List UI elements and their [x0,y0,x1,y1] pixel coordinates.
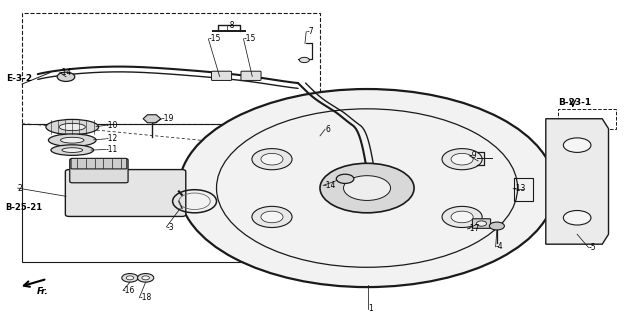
Circle shape [451,153,473,165]
Circle shape [179,89,555,287]
FancyBboxPatch shape [472,219,491,228]
Polygon shape [546,119,609,244]
Circle shape [252,148,292,170]
Circle shape [320,163,414,213]
Circle shape [261,211,283,223]
Text: -4: -4 [495,242,503,251]
Circle shape [344,176,390,200]
Text: Fr.: Fr. [36,286,48,296]
Ellipse shape [51,145,93,156]
Text: 6: 6 [325,125,330,134]
Circle shape [138,274,154,282]
Text: -14: -14 [60,68,72,77]
FancyBboxPatch shape [65,170,186,216]
Circle shape [261,153,283,165]
Circle shape [126,276,134,280]
Circle shape [300,57,309,63]
Circle shape [142,276,149,280]
Circle shape [490,222,504,230]
Circle shape [563,138,591,152]
Ellipse shape [62,148,83,152]
Ellipse shape [59,123,85,131]
Text: 2: 2 [18,184,22,193]
Circle shape [451,211,473,223]
Circle shape [442,206,482,228]
Circle shape [477,221,486,226]
Ellipse shape [49,134,96,147]
Text: -12: -12 [106,134,118,143]
Text: 1: 1 [368,304,373,313]
Bar [22,13,320,124]
Circle shape [57,72,75,81]
Text: -3: -3 [166,222,174,231]
FancyBboxPatch shape [71,158,127,169]
Text: -13: -13 [513,184,525,193]
Text: E-3-2: E-3-2 [6,74,33,83]
Text: -17: -17 [467,225,480,234]
Circle shape [252,206,292,228]
FancyBboxPatch shape [211,71,232,80]
Bar [22,124,276,262]
Circle shape [563,211,591,225]
Text: -19: -19 [162,114,174,123]
Circle shape [442,148,482,170]
Text: B-25-21: B-25-21 [5,204,42,212]
Text: -5: -5 [588,243,596,252]
Text: -18: -18 [140,293,152,302]
Ellipse shape [46,119,99,135]
FancyBboxPatch shape [70,159,128,183]
Text: -15: -15 [209,34,221,43]
Text: -7: -7 [306,27,314,36]
Ellipse shape [61,137,84,143]
Circle shape [336,174,354,183]
Text: -9: -9 [469,151,477,160]
Text: -10: -10 [106,121,118,130]
FancyBboxPatch shape [241,71,261,80]
Text: -15: -15 [243,34,256,43]
Text: -16: -16 [123,286,136,295]
Text: -8: -8 [227,21,235,30]
Text: -11: -11 [106,145,118,154]
Circle shape [122,274,138,282]
Text: -14: -14 [323,181,335,190]
Text: B-23-1: B-23-1 [558,98,591,107]
Bar [558,109,616,129]
